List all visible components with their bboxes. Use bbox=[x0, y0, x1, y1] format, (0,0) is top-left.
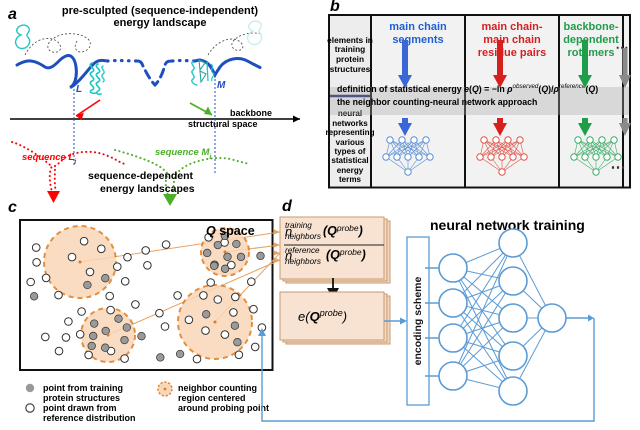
svg-text:encoding scheme: encoding scheme bbox=[412, 277, 424, 366]
svg-text:backbone: backbone bbox=[230, 108, 272, 118]
svg-text:energy landscapes: energy landscapes bbox=[100, 183, 195, 195]
svg-text:sequence Mi: sequence Mi bbox=[155, 147, 212, 161]
svg-text:sequence Li: sequence Li bbox=[22, 152, 77, 166]
svg-text:n: n bbox=[285, 248, 292, 263]
svg-text:n: n bbox=[285, 224, 292, 239]
svg-text:sequence-dependent: sequence-dependent bbox=[88, 170, 194, 182]
